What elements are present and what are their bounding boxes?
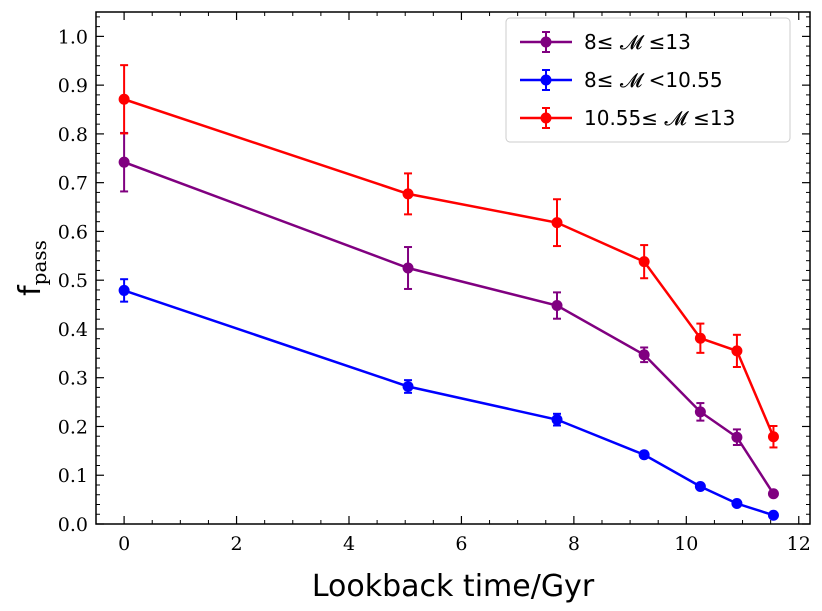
x-tick-label: 0	[118, 533, 130, 555]
y-axis-title: fpass	[13, 240, 51, 296]
y-axis-title-sub: pass	[27, 240, 51, 285]
data-point	[731, 431, 743, 443]
data-point	[551, 217, 563, 229]
data-point	[767, 509, 779, 521]
legend-label: 8≤ 𝓜 <10.55	[584, 68, 723, 92]
legend-entry: 10.55≤ 𝓜 ≤13	[520, 106, 735, 130]
y-tick-label: 0.4	[58, 319, 88, 341]
legend-marker	[540, 112, 552, 124]
data-point	[638, 349, 650, 361]
data-point	[694, 480, 706, 492]
x-axis-title: Lookback time/Gyr	[312, 569, 595, 604]
series-1	[118, 278, 779, 521]
plot-frame	[95, 11, 811, 525]
legend-marker	[540, 74, 552, 86]
y-tick-label: 0.8	[58, 124, 88, 146]
series-line	[123, 161, 775, 495]
legend-marker	[540, 36, 552, 48]
y-tick-label: 0.3	[58, 368, 88, 390]
x-tick-label: 10	[674, 533, 698, 555]
series-0	[118, 131, 779, 500]
legend: 8≤ 𝓜 ≤13 8≤ 𝓜 <10.55 10.55≤ 𝓜 ≤13	[505, 17, 791, 143]
legend-entry: 8≤ 𝓜 ≤13	[520, 30, 691, 54]
data-point	[638, 449, 650, 461]
x-tick-label: 12	[787, 533, 811, 555]
y-tick-label: 0.2	[58, 416, 88, 438]
data-point	[402, 262, 414, 274]
x-tick-label: 4	[343, 533, 355, 555]
legend-label: 8≤ 𝓜 ≤13	[584, 30, 691, 54]
data-point	[767, 488, 779, 500]
series-layer	[118, 64, 779, 521]
data-point	[402, 188, 414, 200]
x-tick-label: 6	[455, 533, 467, 555]
legend-box	[505, 17, 791, 143]
legend-label: 10.55≤ 𝓜 ≤13	[584, 106, 735, 130]
x-tick-label: 8	[568, 533, 580, 555]
data-point	[551, 300, 563, 312]
y-tick-label: 0.6	[58, 221, 88, 243]
data-point	[767, 431, 779, 443]
data-point	[118, 156, 130, 168]
data-point	[402, 380, 414, 392]
y-tick-label: 1.0	[58, 26, 88, 48]
data-point	[551, 414, 563, 426]
y-tick-label: 0.0	[58, 514, 88, 536]
y-axis-title-main: f	[13, 284, 48, 296]
data-point	[638, 256, 650, 268]
data-point	[694, 406, 706, 418]
data-point	[731, 498, 743, 510]
y-tick-label: 0.1	[58, 465, 88, 487]
data-point	[694, 332, 706, 344]
x-tick-label: 2	[231, 533, 243, 555]
data-point	[731, 345, 743, 357]
series-2	[118, 64, 779, 449]
data-point	[118, 93, 130, 105]
y-tick-label: 0.9	[58, 75, 88, 97]
y-tick-label: 0.5	[58, 270, 88, 292]
series-line	[123, 289, 774, 517]
y-tick-label: 0.7	[58, 173, 88, 195]
data-point	[118, 284, 130, 296]
legend-entry: 8≤ 𝓜 <10.55	[520, 68, 723, 92]
axis-tick-labels: 0 2 4 6 8 10 12 0.0 0.1 0.2 0.3 0.4 0.5 0.6 0.7 0.8 0.9 1…	[58, 26, 811, 555]
